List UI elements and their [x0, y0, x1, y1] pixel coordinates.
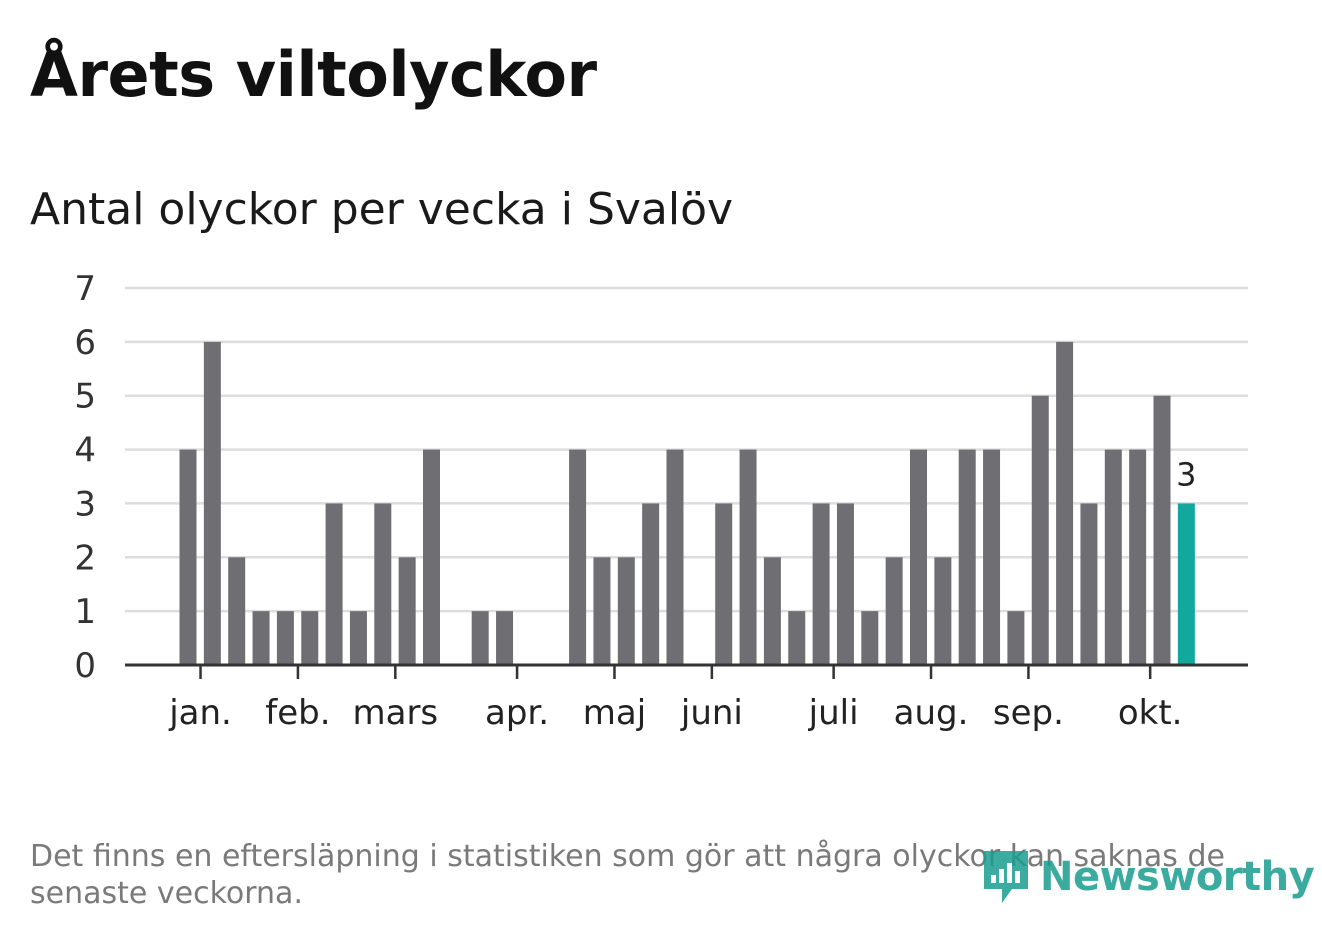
bar [398, 557, 416, 665]
bar [617, 557, 635, 665]
data-labels: 3 [1176, 455, 1196, 493]
x-tick-label: feb. [265, 693, 330, 733]
y-tick-label: 5 [74, 377, 96, 417]
bar [203, 341, 221, 665]
bar [788, 611, 806, 665]
bar [569, 449, 587, 665]
bar [1031, 395, 1049, 665]
bar [1104, 449, 1122, 665]
bar [836, 503, 854, 665]
newsworthy-logo-icon [984, 851, 1028, 903]
bar [1153, 395, 1171, 665]
bar [1129, 449, 1147, 665]
y-tick-label: 0 [74, 646, 96, 686]
bars [179, 341, 1195, 665]
x-tick-label: aug. [894, 693, 969, 733]
bar [252, 611, 270, 665]
bar [642, 503, 660, 665]
bar [349, 611, 367, 665]
bar [666, 449, 684, 665]
x-tick-label: apr. [485, 693, 549, 733]
bar [228, 557, 246, 665]
bar [885, 557, 903, 665]
x-tick-label: mars [352, 693, 438, 733]
bar [1080, 503, 1098, 665]
bar [1007, 611, 1025, 665]
x-tick-label: juli [808, 693, 859, 733]
bar [958, 449, 976, 665]
bar [276, 611, 294, 665]
x-tick-label: jan. [168, 693, 232, 733]
x-tick-label: juni [680, 693, 743, 733]
y-tick-label: 2 [74, 538, 96, 578]
y-tick-label: 1 [74, 592, 96, 632]
bar [423, 449, 440, 665]
bar [983, 449, 1001, 665]
bar-chart: 0 1 2 3 4 5 6 7 jan. feb. mars apr. maj juni juli aug.… [74, 269, 1248, 733]
bar [861, 611, 879, 665]
y-tick-label: 6 [74, 323, 96, 363]
x-axis: jan. feb. mars apr. maj juni juli aug. sep. okt. [125, 663, 1248, 733]
x-tick-label: maj [583, 693, 646, 733]
y-tick-label: 4 [74, 431, 96, 471]
x-tick-label: sep. [993, 693, 1064, 733]
bar [325, 503, 343, 665]
bar [179, 449, 197, 665]
y-tick-label: 7 [74, 269, 96, 309]
bar [910, 449, 927, 665]
y-tick-label: 3 [74, 484, 96, 524]
x-tick-label: okt. [1118, 693, 1183, 733]
chart-subtitle: Antal olyckor per vecka i Svalöv [30, 184, 734, 235]
newsworthy-logo: Newsworthy [980, 845, 1315, 909]
bar [715, 503, 733, 665]
y-axis-ticks: 0 1 2 3 4 5 6 7 [74, 269, 96, 686]
bar [763, 557, 781, 665]
bar [934, 557, 952, 665]
bar [496, 611, 514, 665]
bar [301, 611, 319, 665]
bar [593, 557, 611, 665]
bar [1056, 341, 1074, 665]
highlight-value-label: 3 [1176, 455, 1196, 493]
gridlines [125, 286, 1248, 613]
bar-highlight [1177, 503, 1195, 665]
chart-title: Årets viltolyckor [30, 38, 597, 111]
bar [739, 449, 757, 665]
bar [812, 503, 830, 665]
bar [374, 503, 392, 665]
newsworthy-logo-text: Newsworthy [1040, 854, 1315, 900]
bar [471, 611, 489, 665]
